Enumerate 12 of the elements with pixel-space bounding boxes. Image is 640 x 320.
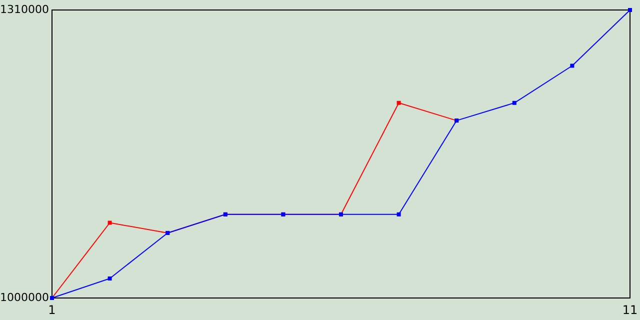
point bbox=[628, 8, 632, 12]
point bbox=[396, 212, 401, 216]
x-tick-label: 1 bbox=[48, 303, 56, 317]
y-tick-label: 1000000 bbox=[0, 291, 49, 304]
point bbox=[108, 220, 112, 225]
line-series bbox=[50, 8, 632, 300]
point bbox=[570, 64, 574, 68]
point bbox=[108, 276, 112, 280]
point bbox=[396, 100, 401, 105]
point bbox=[512, 100, 516, 105]
y-tick-label: 1310000 bbox=[0, 3, 49, 16]
x-tick-label: 11 bbox=[622, 303, 638, 317]
